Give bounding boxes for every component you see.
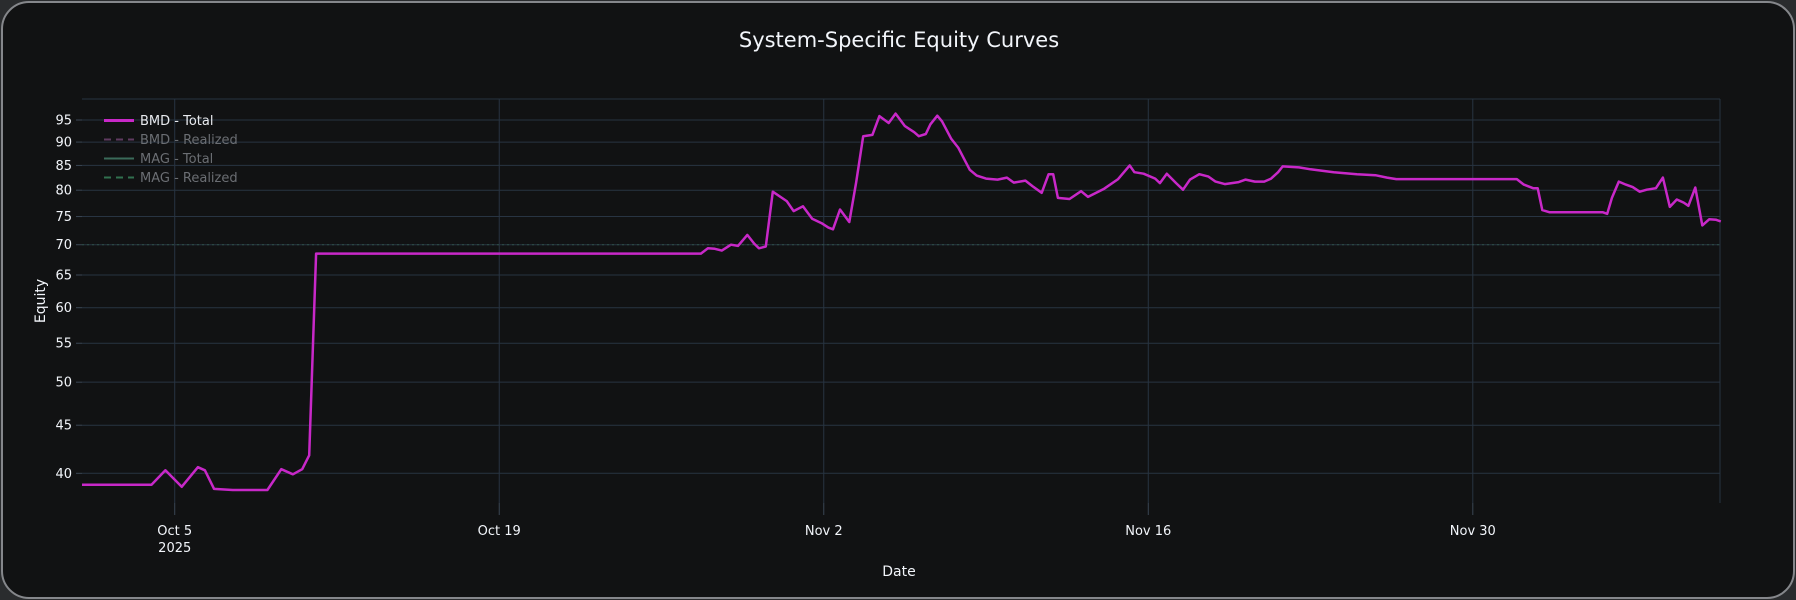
y-tick-label-90: 90 xyxy=(55,136,72,151)
legend-label: MAG - Realized xyxy=(140,171,238,186)
y-tick-label-65: 65 xyxy=(55,269,72,284)
x-axis-title: Date xyxy=(882,564,915,580)
x-tick-label: Nov 2 xyxy=(805,524,843,539)
legend-item-bmd-total[interactable]: BMD - Total xyxy=(104,114,213,129)
legend-item-mag-total[interactable]: MAG - Total xyxy=(104,152,213,167)
y-tick-label-60: 60 xyxy=(55,301,72,316)
vertical-gridlines xyxy=(174,99,1721,503)
y-tick-label-40: 40 xyxy=(55,467,72,482)
y-tick-label-45: 45 xyxy=(55,419,72,434)
y-tick-label-95: 95 xyxy=(55,114,72,129)
y-tick-label-55: 55 xyxy=(55,337,72,352)
x-tick-label: Nov 30 xyxy=(1450,524,1496,539)
x-tick-label: Oct 19 xyxy=(478,524,521,539)
y-tick-label-70: 70 xyxy=(55,238,72,253)
bmd-total-line xyxy=(82,112,1722,492)
y-tick-label-80: 80 xyxy=(55,184,72,199)
chart-title: System-Specific Equity Curves xyxy=(739,28,1059,52)
x-tick-label: Nov 16 xyxy=(1125,524,1171,539)
x-axis-ticks: Oct 5 2025 Oct 19 Nov 2 Nov 16 Nov 30 xyxy=(157,503,1496,556)
y-tick-label-85: 85 xyxy=(55,159,72,174)
legend: BMD - Total BMD - Realized MAG - Total MAG … xyxy=(104,114,238,186)
y-axis-ticks: 40 45 50 55 60 65 70 75 80 85 90 95 xyxy=(55,114,82,482)
legend-label: BMD - Realized xyxy=(140,133,238,148)
y-tick-label-50: 50 xyxy=(55,376,72,391)
y-tick-label-75: 75 xyxy=(55,210,72,225)
legend-label: BMD - Total xyxy=(140,114,213,129)
legend-label: MAG - Total xyxy=(140,152,213,167)
x-tick-sublabel: 2025 xyxy=(158,541,191,556)
horizontal-gridlines xyxy=(82,98,1720,474)
plot-area[interactable] xyxy=(82,99,1720,503)
equity-chart: 40 45 50 55 60 65 70 75 80 85 90 95 Oct 5 2025 Oct 19… xyxy=(33,28,1722,580)
y-axis-title: Equity xyxy=(33,279,49,323)
legend-item-bmd-realized[interactable]: BMD - Realized xyxy=(104,133,238,148)
legend-item-mag-realized[interactable]: MAG - Realized xyxy=(104,171,238,186)
x-tick-label: Oct 5 xyxy=(157,524,192,539)
